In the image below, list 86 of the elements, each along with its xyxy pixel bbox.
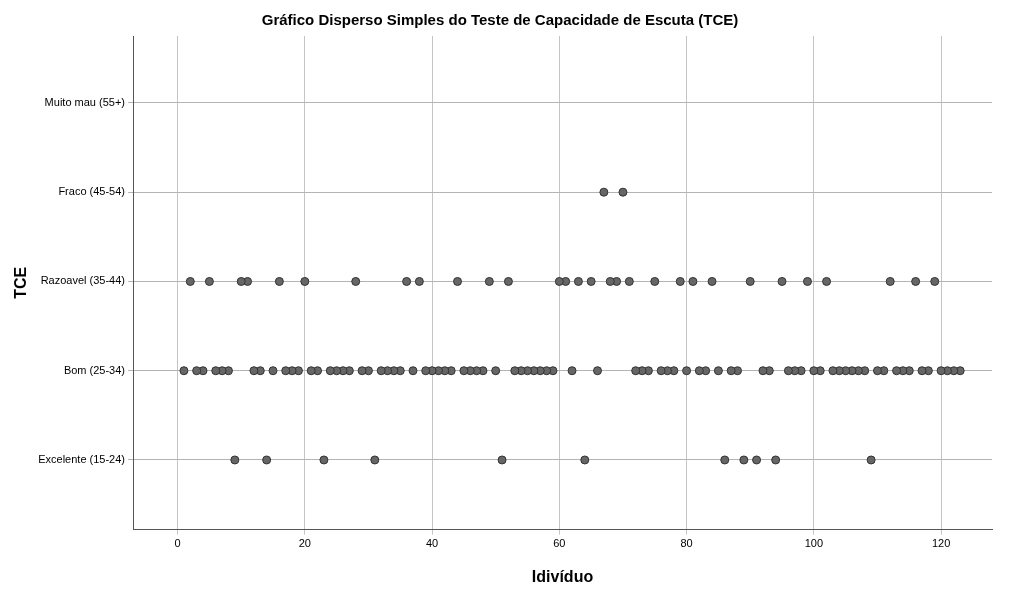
point [650,276,660,286]
point [656,366,666,376]
point [414,276,424,286]
point [758,366,768,376]
x-tick-label: 80 [680,537,693,550]
point [179,366,189,376]
point [605,276,615,286]
point [370,455,380,465]
x-tick-label: 0 [174,537,181,550]
point [249,366,259,376]
point [204,276,214,286]
point [484,276,494,286]
point [357,366,367,376]
point [828,366,838,376]
point [376,366,386,376]
point [274,276,284,286]
point [497,455,507,465]
point [713,366,723,376]
point [872,366,882,376]
point [866,455,876,465]
point [236,276,246,286]
point [281,366,291,376]
y-tick-label: Bom (25-34) [63,363,126,376]
point [567,366,577,376]
x-tick-label: 60 [553,537,566,550]
point [262,455,272,465]
x-tick-label: 100 [804,537,824,550]
point [491,366,501,376]
y-axis-title: TCE [12,266,30,299]
point [268,366,278,376]
point [503,276,513,286]
point [510,366,520,376]
x-tick-label: 40 [425,537,439,550]
point [599,187,609,197]
point [752,455,762,465]
point [185,276,195,286]
point [554,276,564,286]
point [306,366,316,376]
point [892,366,902,376]
point [593,366,603,376]
point [586,276,596,286]
point [459,366,469,376]
point [624,276,634,286]
point [682,366,692,376]
point [618,187,628,197]
point [777,276,787,286]
point [802,276,812,286]
point [580,455,590,465]
point [809,366,819,376]
y-tick-label: Muito mau (55+) [44,95,126,108]
y-tick-label: Fraco (45-54) [58,185,126,198]
x-tick-label: 20 [298,537,311,550]
point [351,276,361,286]
point [325,366,335,376]
point [319,455,329,465]
point [453,276,463,286]
point [402,276,412,286]
point [917,366,927,376]
point [822,276,832,286]
point [573,276,583,286]
point [421,366,431,376]
point [707,276,717,286]
y-tick-label: Razoavel (35-44) [40,274,126,287]
chart-title: Gráfico Disperso Simples do Teste de Capacidade de Escuta (TCE) [261,11,739,29]
point [720,455,730,465]
point [930,276,940,286]
x-tick-label: 120 [931,537,951,550]
point [408,366,418,376]
point [745,276,755,286]
point [911,276,921,286]
point [300,276,310,286]
point [211,366,221,376]
point [688,276,698,286]
point [726,366,736,376]
point [771,455,781,465]
point [885,276,895,286]
point [631,366,641,376]
point [230,455,240,465]
x-axis-title: Idivíduo [531,567,594,585]
point [783,366,793,376]
point [739,455,749,465]
point [192,366,202,376]
point [936,366,946,376]
y-tick-label: Excelente (15-24) [38,453,126,466]
point [694,366,704,376]
point [675,276,685,286]
